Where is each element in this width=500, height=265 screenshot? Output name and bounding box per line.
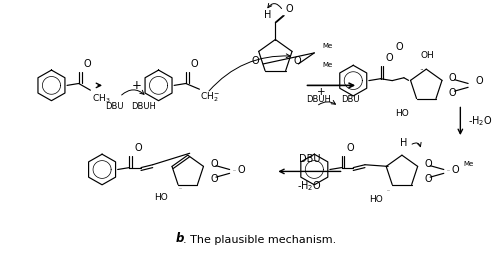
Text: ..: .. [419,63,424,72]
Text: HO: HO [154,193,168,202]
Text: O: O [448,73,456,83]
Text: O: O [252,56,259,66]
Text: ..: .. [232,167,236,172]
Text: HO: HO [395,109,408,118]
Text: O: O [395,42,403,52]
Text: O: O [210,174,218,184]
Text: b: b [176,232,184,245]
Text: O: O [294,56,301,66]
Text: H: H [264,10,272,20]
Text: DBU: DBU [342,95,360,104]
Text: CH$_2^{-}$: CH$_2^{-}$ [200,90,220,104]
Text: O: O [285,4,292,14]
Text: ..: .. [178,185,182,190]
Text: HO: HO [368,195,382,204]
Text: O: O [346,143,354,153]
Text: O: O [452,165,459,175]
Text: +: + [132,79,142,92]
Text: O: O [448,88,456,98]
Text: O: O [424,159,432,169]
Text: CH$_3$: CH$_3$ [92,92,111,105]
Text: O: O [476,76,484,86]
Text: Me: Me [322,43,332,49]
Text: OH: OH [420,51,434,60]
Text: -H$_2$O: -H$_2$O [468,114,493,128]
Text: ..: .. [386,187,390,192]
Text: +: + [317,87,326,97]
Text: DBUH: DBUH [132,102,156,111]
Text: Me: Me [322,63,332,68]
Text: O: O [238,165,245,175]
Text: Me: Me [464,161,473,167]
Text: O: O [190,59,198,69]
Text: O: O [210,159,218,169]
Text: DBUH: DBUH [306,95,332,104]
Text: O: O [424,174,432,184]
Text: O: O [134,143,142,153]
Text: H: H [400,138,407,148]
Text: O: O [84,59,91,69]
Text: DBU: DBU [106,102,124,111]
Text: ..: .. [446,167,450,172]
Text: -H$_2$O: -H$_2$O [297,179,322,193]
Text: O: O [386,54,393,63]
Text: DBU: DBU [298,154,320,164]
Text: . The plausible mechanism.: . The plausible mechanism. [183,235,336,245]
